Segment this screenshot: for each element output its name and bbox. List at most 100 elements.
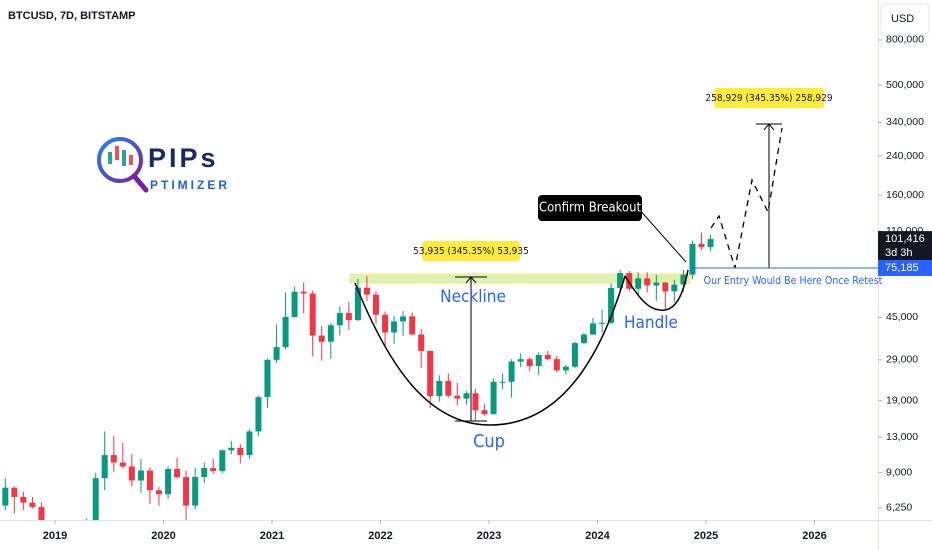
candle-body <box>255 397 262 432</box>
y-tick-label: 45,000 <box>886 311 918 323</box>
price-label-box <box>878 259 932 276</box>
candle-body <box>436 380 443 397</box>
candle-body <box>318 335 325 342</box>
candle-body <box>372 294 379 315</box>
candle-body <box>635 278 642 289</box>
logo-handle <box>131 173 149 193</box>
candle-body <box>192 477 199 506</box>
candle-body <box>617 273 624 288</box>
x-tick-label: 2021 <box>260 530 284 542</box>
candle-body <box>463 393 470 399</box>
entry-label: Our Entry Would Be Here Once Retest <box>704 275 883 287</box>
logo-text: PIPs <box>148 143 219 173</box>
candle-body <box>680 274 687 285</box>
candle-body <box>336 313 343 326</box>
y-tick-label: 240,000 <box>886 150 924 162</box>
candle-body <box>363 287 370 295</box>
measure-arrow <box>465 276 477 284</box>
y-tick-label: 340,000 <box>886 116 924 128</box>
candle-body <box>174 469 181 478</box>
candle-body <box>535 354 542 367</box>
candle-body <box>526 359 533 367</box>
candle-body <box>92 478 99 520</box>
breakout-label: Confirm Breakout <box>539 201 642 216</box>
plot-area <box>2 232 714 520</box>
neckline-zone <box>349 273 691 284</box>
y-tick-label: 9,000 <box>886 466 912 478</box>
y-tick-label: 6,250 <box>886 502 912 514</box>
candle-body <box>481 410 488 415</box>
candle-body <box>553 359 560 371</box>
logo: PIPs PTIMIZER <box>97 137 230 193</box>
y-tick-label: 160,000 <box>886 189 924 201</box>
candle-body <box>146 470 153 491</box>
x-tick-label: 2026 <box>802 530 826 542</box>
measure-label: 258,929 (345.35%) 258,929 <box>705 93 832 104</box>
candle-body <box>137 470 144 481</box>
candle-body <box>589 323 596 335</box>
candle-body <box>490 381 497 415</box>
candle-body <box>101 455 108 479</box>
candle-body <box>707 239 714 248</box>
neckline-label: Neckline <box>440 287 506 307</box>
candle-body <box>562 366 569 371</box>
handle-label: Handle <box>624 313 678 333</box>
price-label-box <box>878 231 932 262</box>
candle-body <box>653 282 660 286</box>
candle-body <box>671 284 678 292</box>
candle-body <box>201 467 208 478</box>
cup-label: Cup <box>473 431 505 452</box>
candle-body <box>508 361 515 382</box>
candle-body <box>246 431 253 456</box>
candle-body <box>183 477 190 506</box>
candle-body <box>29 502 36 508</box>
candle-body <box>282 317 289 348</box>
projection-path <box>710 127 783 269</box>
candle-body <box>273 347 280 360</box>
candle-body <box>418 334 425 351</box>
candle-body <box>155 490 162 495</box>
breakout-box <box>538 195 642 221</box>
price-label-sub: 3d 3h <box>885 247 913 259</box>
candle-body <box>20 496 27 503</box>
candle-body <box>165 469 172 495</box>
logo-subtext: PTIMIZER <box>150 178 230 192</box>
x-tick-label: 2024 <box>585 530 610 542</box>
candle-body <box>219 450 226 472</box>
candle-body <box>580 334 587 344</box>
annotations: Confirm Breakout 53,935 (345.35%) 53,935… <box>354 88 883 452</box>
y-tick-label: 13,000 <box>886 431 918 443</box>
y-tick-label: 800,000 <box>886 34 924 46</box>
x-tick-label: 2022 <box>368 530 392 542</box>
logo-ring <box>97 137 143 183</box>
candle-body <box>544 354 551 360</box>
candle-body <box>644 278 651 286</box>
candle-body <box>300 291 307 294</box>
candle-body <box>382 314 389 333</box>
breakout-pointer <box>637 207 687 263</box>
candle-body <box>119 462 126 467</box>
price-label: 75,185 <box>885 262 919 274</box>
candle-body <box>454 395 461 399</box>
candle-body <box>400 316 407 322</box>
candle-body <box>472 393 479 411</box>
candle-body <box>264 359 271 398</box>
y-tick-label: 500,000 <box>886 79 924 91</box>
x-tick-label: 2025 <box>694 530 718 542</box>
handle-curve <box>624 269 689 311</box>
price-label: 101,416 <box>885 233 925 245</box>
candle-body <box>427 350 434 397</box>
candle-body <box>689 243 696 275</box>
currency-button <box>880 3 930 35</box>
candle-body <box>128 466 135 481</box>
cup-curve <box>354 275 626 426</box>
candle-body <box>11 487 18 497</box>
candle-body <box>327 325 334 342</box>
candle-body <box>571 343 578 367</box>
candle-body <box>698 243 705 248</box>
candle-body <box>517 359 524 362</box>
candle-body <box>409 316 416 335</box>
candle-body <box>38 507 45 520</box>
measure-box <box>714 88 824 108</box>
